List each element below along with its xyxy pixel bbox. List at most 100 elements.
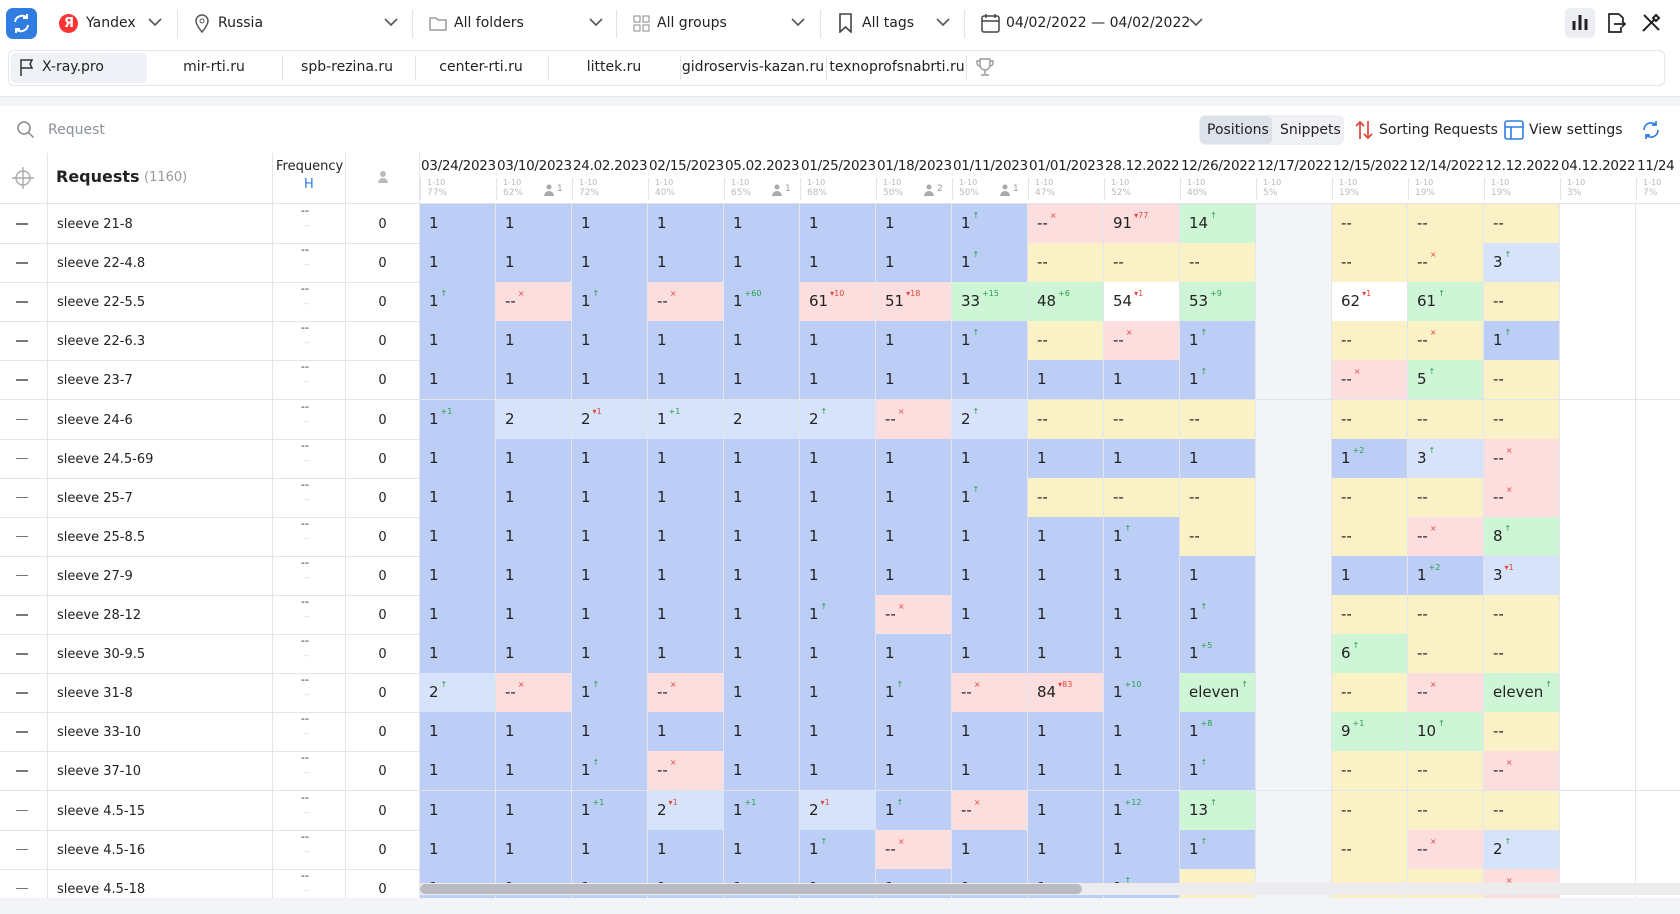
position-cell[interactable]: 1 +12 bbox=[1104, 790, 1180, 831]
position-cell[interactable]: 1 bbox=[724, 673, 800, 714]
position-cell[interactable]: --× bbox=[496, 282, 572, 323]
position-cell[interactable]: 1 bbox=[496, 438, 572, 479]
position-cell[interactable]: 1 bbox=[800, 243, 876, 284]
position-cell[interactable]: 1 +2 bbox=[1332, 438, 1408, 479]
position-cell[interactable]: 1 bbox=[724, 712, 800, 753]
position-cell[interactable]: -- bbox=[1104, 243, 1180, 284]
request-name[interactable]: sleeve 4.5-18 bbox=[57, 881, 146, 897]
position-cell[interactable]: -- bbox=[1408, 595, 1484, 635]
position-cell[interactable]: 1 +1 bbox=[420, 399, 496, 440]
date-label[interactable]: 12/15/2022 bbox=[1333, 158, 1408, 174]
date-label[interactable]: 01/18/2023 bbox=[877, 158, 952, 174]
position-cell[interactable]: 1 bbox=[800, 477, 876, 518]
position-cell[interactable]: 1 bbox=[496, 829, 572, 870]
position-cell[interactable]: -- bbox=[1104, 477, 1180, 518]
position-cell[interactable]: 1↑ bbox=[1180, 595, 1256, 635]
chevron[interactable] bbox=[936, 17, 950, 27]
position-cell[interactable]: 1 bbox=[572, 477, 648, 518]
position-cell[interactable]: --× bbox=[648, 673, 724, 714]
request-name[interactable]: sleeve 22-5.5 bbox=[57, 295, 146, 311]
position-cell[interactable]: 1 bbox=[420, 790, 496, 831]
request-name[interactable]: sleeve 4.5-16 bbox=[57, 842, 146, 858]
position-cell[interactable]: 1 bbox=[1104, 360, 1180, 401]
date-label[interactable]: 12/14/2022 bbox=[1409, 158, 1484, 174]
position-cell[interactable]: 1 bbox=[496, 321, 572, 362]
position-cell[interactable]: 1 bbox=[800, 516, 876, 557]
date-label[interactable]: 02/15/2023 bbox=[649, 158, 724, 174]
position-cell[interactable]: 1 bbox=[1332, 555, 1408, 596]
position-cell[interactable]: --× bbox=[648, 282, 724, 323]
position-cell[interactable]: 1 bbox=[572, 712, 648, 753]
position-cell[interactable]: 1 bbox=[952, 829, 1028, 870]
positions-tab[interactable]: Positions bbox=[1207, 122, 1269, 138]
position-cell[interactable]: 1 bbox=[724, 555, 800, 596]
position-cell[interactable]: -- bbox=[1180, 477, 1256, 518]
frequency-label[interactable]: Frequency bbox=[276, 159, 344, 174]
position-cell[interactable]: -- bbox=[1028, 399, 1104, 440]
position-cell[interactable]: 51 ▾18 bbox=[876, 282, 952, 323]
chevron[interactable] bbox=[1189, 17, 1203, 27]
position-cell[interactable]: -- bbox=[1332, 751, 1408, 792]
position-cell[interactable]: 53 +9 bbox=[1180, 282, 1256, 323]
position-cell[interactable]: 1↑ bbox=[1180, 829, 1256, 870]
position-cell[interactable]: 1 bbox=[1104, 712, 1180, 753]
position-cell[interactable]: 1 bbox=[1028, 634, 1104, 675]
date-label[interactable]: 28.12.2022 bbox=[1105, 158, 1180, 174]
position-cell[interactable]: 3 ▾1 bbox=[1484, 555, 1560, 596]
position-cell[interactable]: 1 bbox=[648, 477, 724, 518]
position-cell[interactable]: --× bbox=[876, 829, 952, 870]
position-cell[interactable]: 1 bbox=[496, 751, 572, 792]
position-cell[interactable]: 1 bbox=[572, 204, 648, 244]
position-cell[interactable]: 1 bbox=[420, 595, 496, 635]
position-cell[interactable]: 1 bbox=[572, 595, 648, 635]
chevron[interactable] bbox=[589, 17, 603, 27]
position-cell[interactable]: 1 bbox=[1104, 438, 1180, 479]
position-cell[interactable]: 1 bbox=[876, 360, 952, 401]
position-cell[interactable]: 1 bbox=[420, 204, 496, 244]
position-cell[interactable]: 2 ▾1 bbox=[800, 790, 876, 831]
position-cell[interactable]: 1 +60 bbox=[724, 282, 800, 323]
position-cell[interactable]: --× bbox=[1484, 477, 1560, 518]
position-cell[interactable]: 1↑ bbox=[952, 243, 1028, 284]
date-range[interactable]: 04/02/2022 — 04/02/2022 bbox=[1006, 15, 1191, 31]
position-cell[interactable]: 1 bbox=[420, 516, 496, 557]
position-cell[interactable]: 1 bbox=[1028, 829, 1104, 870]
request-name[interactable]: sleeve 33-10 bbox=[57, 725, 141, 741]
position-cell[interactable]: -- bbox=[1104, 399, 1180, 440]
position-cell[interactable]: 1↑ bbox=[800, 595, 876, 635]
project-tab[interactable]: mir-rti.ru bbox=[183, 59, 245, 75]
position-cell[interactable]: -- bbox=[1484, 282, 1560, 323]
position-cell[interactable]: 61 ↑ bbox=[1408, 282, 1484, 323]
position-cell[interactable]: 1 bbox=[876, 438, 952, 479]
view-settings-button[interactable]: View settings bbox=[1529, 122, 1623, 138]
position-cell[interactable]: --× bbox=[496, 673, 572, 714]
position-cell[interactable]: -- bbox=[1484, 634, 1560, 675]
position-cell[interactable]: -- bbox=[1408, 751, 1484, 792]
position-cell[interactable]: 1 bbox=[1104, 634, 1180, 675]
position-cell[interactable]: 54 ▾1 bbox=[1104, 282, 1180, 323]
position-cell[interactable]: 1 bbox=[420, 360, 496, 401]
position-cell[interactable]: 1 bbox=[724, 634, 800, 675]
request-name[interactable]: sleeve 25-7 bbox=[57, 490, 133, 506]
position-cell[interactable]: -- bbox=[1484, 204, 1560, 244]
date-label[interactable]: 11/24 bbox=[1637, 158, 1675, 174]
position-cell[interactable]: -- bbox=[1408, 790, 1484, 831]
search-input[interactable]: Request bbox=[48, 122, 105, 138]
request-name[interactable]: sleeve 24.5-69 bbox=[57, 451, 154, 467]
position-cell[interactable]: --× bbox=[952, 673, 1028, 714]
position-cell[interactable]: 1 bbox=[1028, 712, 1104, 753]
position-cell[interactable]: -- bbox=[1484, 595, 1560, 635]
position-cell[interactable]: 1↑ bbox=[572, 673, 648, 714]
tools-button[interactable] bbox=[1640, 12, 1662, 34]
target-icon[interactable] bbox=[0, 153, 48, 204]
position-cell[interactable]: 1 bbox=[648, 516, 724, 557]
position-cell[interactable]: 1 bbox=[1028, 438, 1104, 479]
position-cell[interactable]: 1 bbox=[876, 204, 952, 244]
position-cell[interactable]: 1 bbox=[876, 555, 952, 596]
date-label[interactable]: 03/24/2023 bbox=[421, 158, 496, 174]
position-cell[interactable]: -- bbox=[1408, 634, 1484, 675]
date-label[interactable]: 12/17/2022 bbox=[1257, 158, 1332, 174]
position-cell[interactable]: -- bbox=[1484, 360, 1560, 401]
position-cell[interactable]: 84 ▾83 bbox=[1028, 673, 1104, 714]
position-cell[interactable]: 1↑ bbox=[800, 829, 876, 870]
